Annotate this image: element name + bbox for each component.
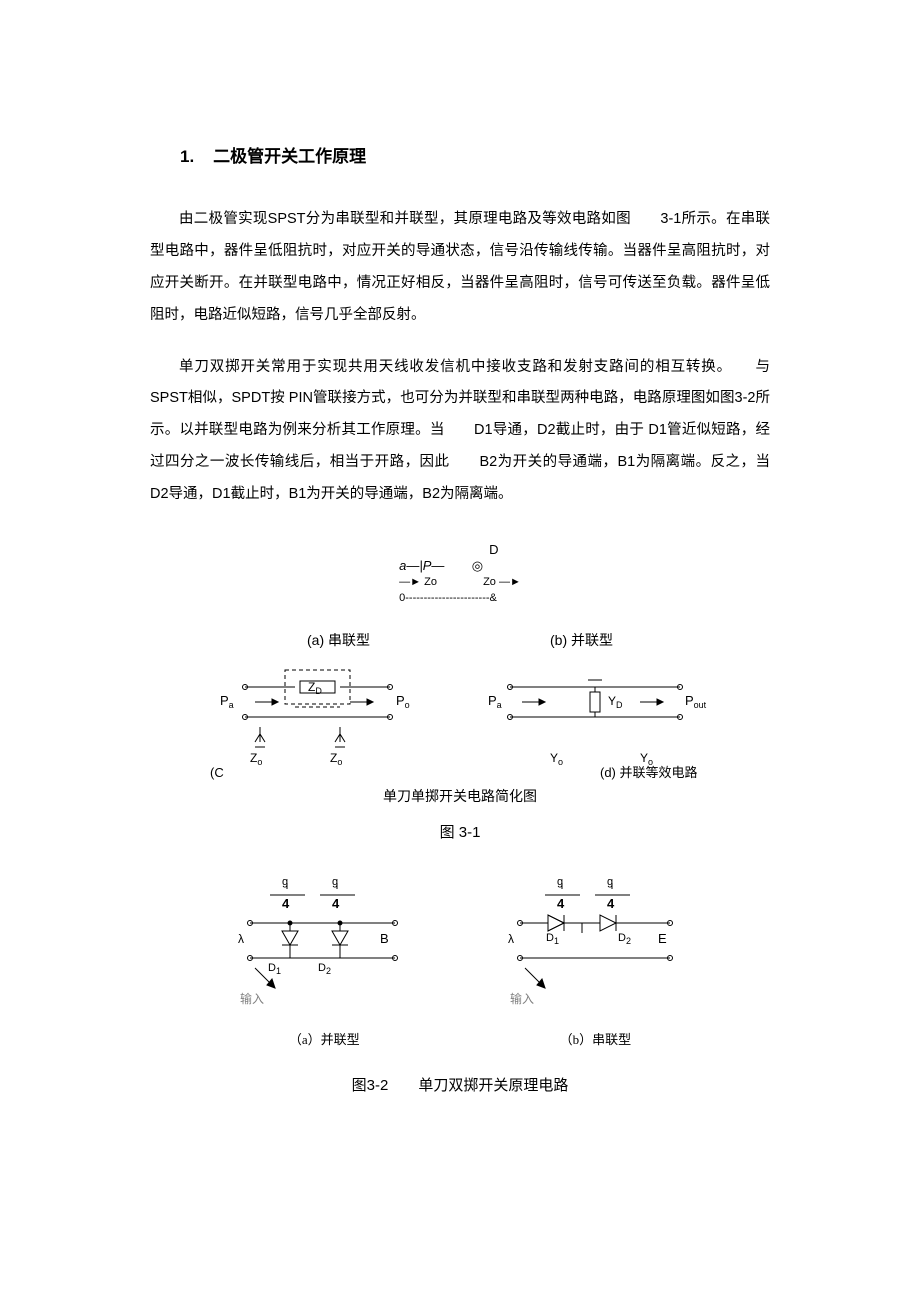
lambda-a: λ — [238, 932, 244, 946]
input-label-b: 输入 — [510, 991, 534, 1006]
fig31-label-a: (a) 串联型 — [307, 626, 370, 654]
B-label: B — [380, 931, 389, 946]
fig31-label-b: (b) 并联型 — [550, 626, 613, 654]
E-label: E — [658, 931, 667, 946]
fig31-zo-left: —► Zo — [399, 576, 437, 588]
fig32-caption: 图3-2 单刀双掷开关原理电路 — [150, 1071, 770, 1101]
fig32-label-a: （a）并联型 — [289, 1027, 360, 1053]
quarter-b2: 4 — [607, 896, 615, 911]
lambda-b: λ — [508, 932, 514, 946]
D1-label-b: D1 — [546, 932, 559, 946]
label-Pout: Pout — [685, 693, 707, 710]
g-label-b1: g — [557, 876, 563, 888]
fig31-label-c: (C — [210, 765, 224, 780]
fig31-dashes: 0-----------------------& — [399, 591, 521, 606]
paragraph-2: 单刀双掷开关常用于实现共用天线收发信机中接收支路和发射支路间的相互转换。 与SP… — [150, 352, 770, 511]
fig31-top-a: a—|P— — [399, 558, 444, 573]
label-Pa-d: Pa — [488, 693, 502, 710]
section-title-text: 二极管开关工作原理 — [213, 147, 366, 166]
paragraph-1: 由二极管实现SPST分为串联型和并联型，其原理电路及等效电路如图 3-1所示。在… — [150, 204, 770, 332]
label-Pa: Pa — [220, 693, 234, 710]
g-label-2: g — [332, 876, 338, 888]
g-label-1: g — [282, 876, 288, 888]
fig32-labels: （a）并联型 （b）串联型 — [150, 1027, 770, 1053]
quarter-2: 4 — [332, 896, 340, 911]
D2-label-b: D2 — [618, 932, 631, 946]
fig31-cd-row: Pa ZD Po Zo Zo (C — [150, 662, 770, 782]
label-D: D — [489, 541, 498, 559]
label-YD: YD — [608, 694, 623, 710]
fig32-label-b: （b）串联型 — [560, 1027, 632, 1053]
label-Zo-2: Zo — [330, 751, 342, 767]
input-label-a: 输入 — [240, 991, 264, 1006]
label-Zo-1: Zo — [250, 751, 262, 767]
fig31-c-svg: Pa ZD Po Zo Zo (C — [200, 662, 420, 782]
fig32-a-svg: g g 4 4 λ B D1 D2 输入 — [220, 873, 420, 1023]
D2-label: D2 — [318, 962, 331, 976]
figure-3-1: D a—|P— ◎ —► Zo Zo —► 0-----------------… — [150, 541, 770, 1101]
label-Po: Po — [396, 693, 410, 710]
label-Yo-1: Yo — [550, 751, 563, 767]
fig31-label-d: (d) 并联等效电路 — [600, 765, 698, 780]
fig31-d-svg: Pa YD Pout Yo Yo (d) 并联等效电路 — [480, 662, 720, 782]
fig31-top-circ: ◎ — [472, 558, 483, 573]
fig31-ab-labels: (a) 串联型 (b) 并联型 — [150, 626, 770, 654]
fig32-b-svg: g g 4 4 λ D1 D2 E 输入 — [490, 873, 700, 1023]
fig-3-1-top-ascii: D a—|P— ◎ —► Zo Zo —► 0-----------------… — [150, 541, 770, 606]
D1-label: D1 — [268, 962, 281, 976]
figure-3-2: g g 4 4 λ B D1 D2 输入 — [150, 873, 770, 1023]
section-title: 1. 二极管开关工作原理 — [180, 140, 770, 174]
section-number: 1. — [180, 147, 194, 166]
quarter-b1: 4 — [557, 896, 565, 911]
g-label-b2: g — [607, 876, 613, 888]
fig31-zo-right: Zo —► — [483, 576, 521, 588]
fig31-number: 图 3-1 — [150, 818, 770, 848]
quarter-1: 4 — [282, 896, 290, 911]
page: 1. 二极管开关工作原理 由二极管实现SPST分为串联型和并联型，其原理电路及等… — [0, 0, 920, 1201]
fig31-small-caption: 单刀单掷开关电路简化图 — [150, 784, 770, 812]
